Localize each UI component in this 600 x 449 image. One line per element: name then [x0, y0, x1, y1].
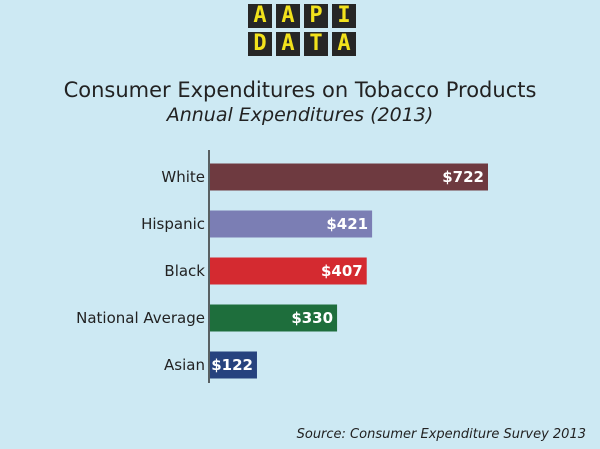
value-label: $122 — [211, 356, 253, 374]
category-label: White — [161, 168, 205, 186]
bar-black — [210, 257, 367, 285]
category-label: Black — [164, 262, 205, 280]
logo-letter: A — [332, 32, 356, 56]
chart-title: Consumer Expenditures on Tobacco Product… — [63, 78, 537, 102]
logo-letter: A — [248, 4, 272, 28]
value-label: $407 — [321, 262, 363, 280]
logo-letter: A — [276, 4, 300, 28]
category-label: National Average — [76, 309, 205, 327]
value-label: $330 — [291, 309, 333, 327]
bar-asian — [210, 351, 257, 379]
logo-letter: A — [276, 32, 300, 56]
logo-letter: P — [304, 4, 328, 28]
logo-letter: D — [248, 32, 272, 56]
value-label: $421 — [326, 215, 368, 233]
logo-letter: T — [304, 32, 328, 56]
value-label: $722 — [442, 168, 484, 186]
category-label: Asian — [164, 356, 205, 374]
bar-white — [210, 163, 488, 191]
chart-subtitle: Annual Expenditures (2013) — [166, 104, 434, 126]
logo-letter: I — [332, 4, 356, 28]
category-label: Hispanic — [141, 215, 205, 233]
bar-national-average — [210, 304, 338, 332]
bar-hispanic — [210, 210, 373, 238]
aapi-data-logo: A A P I D A T A — [248, 4, 356, 56]
source-note: Source: Consumer Expenditure Survey 2013 — [296, 427, 586, 442]
